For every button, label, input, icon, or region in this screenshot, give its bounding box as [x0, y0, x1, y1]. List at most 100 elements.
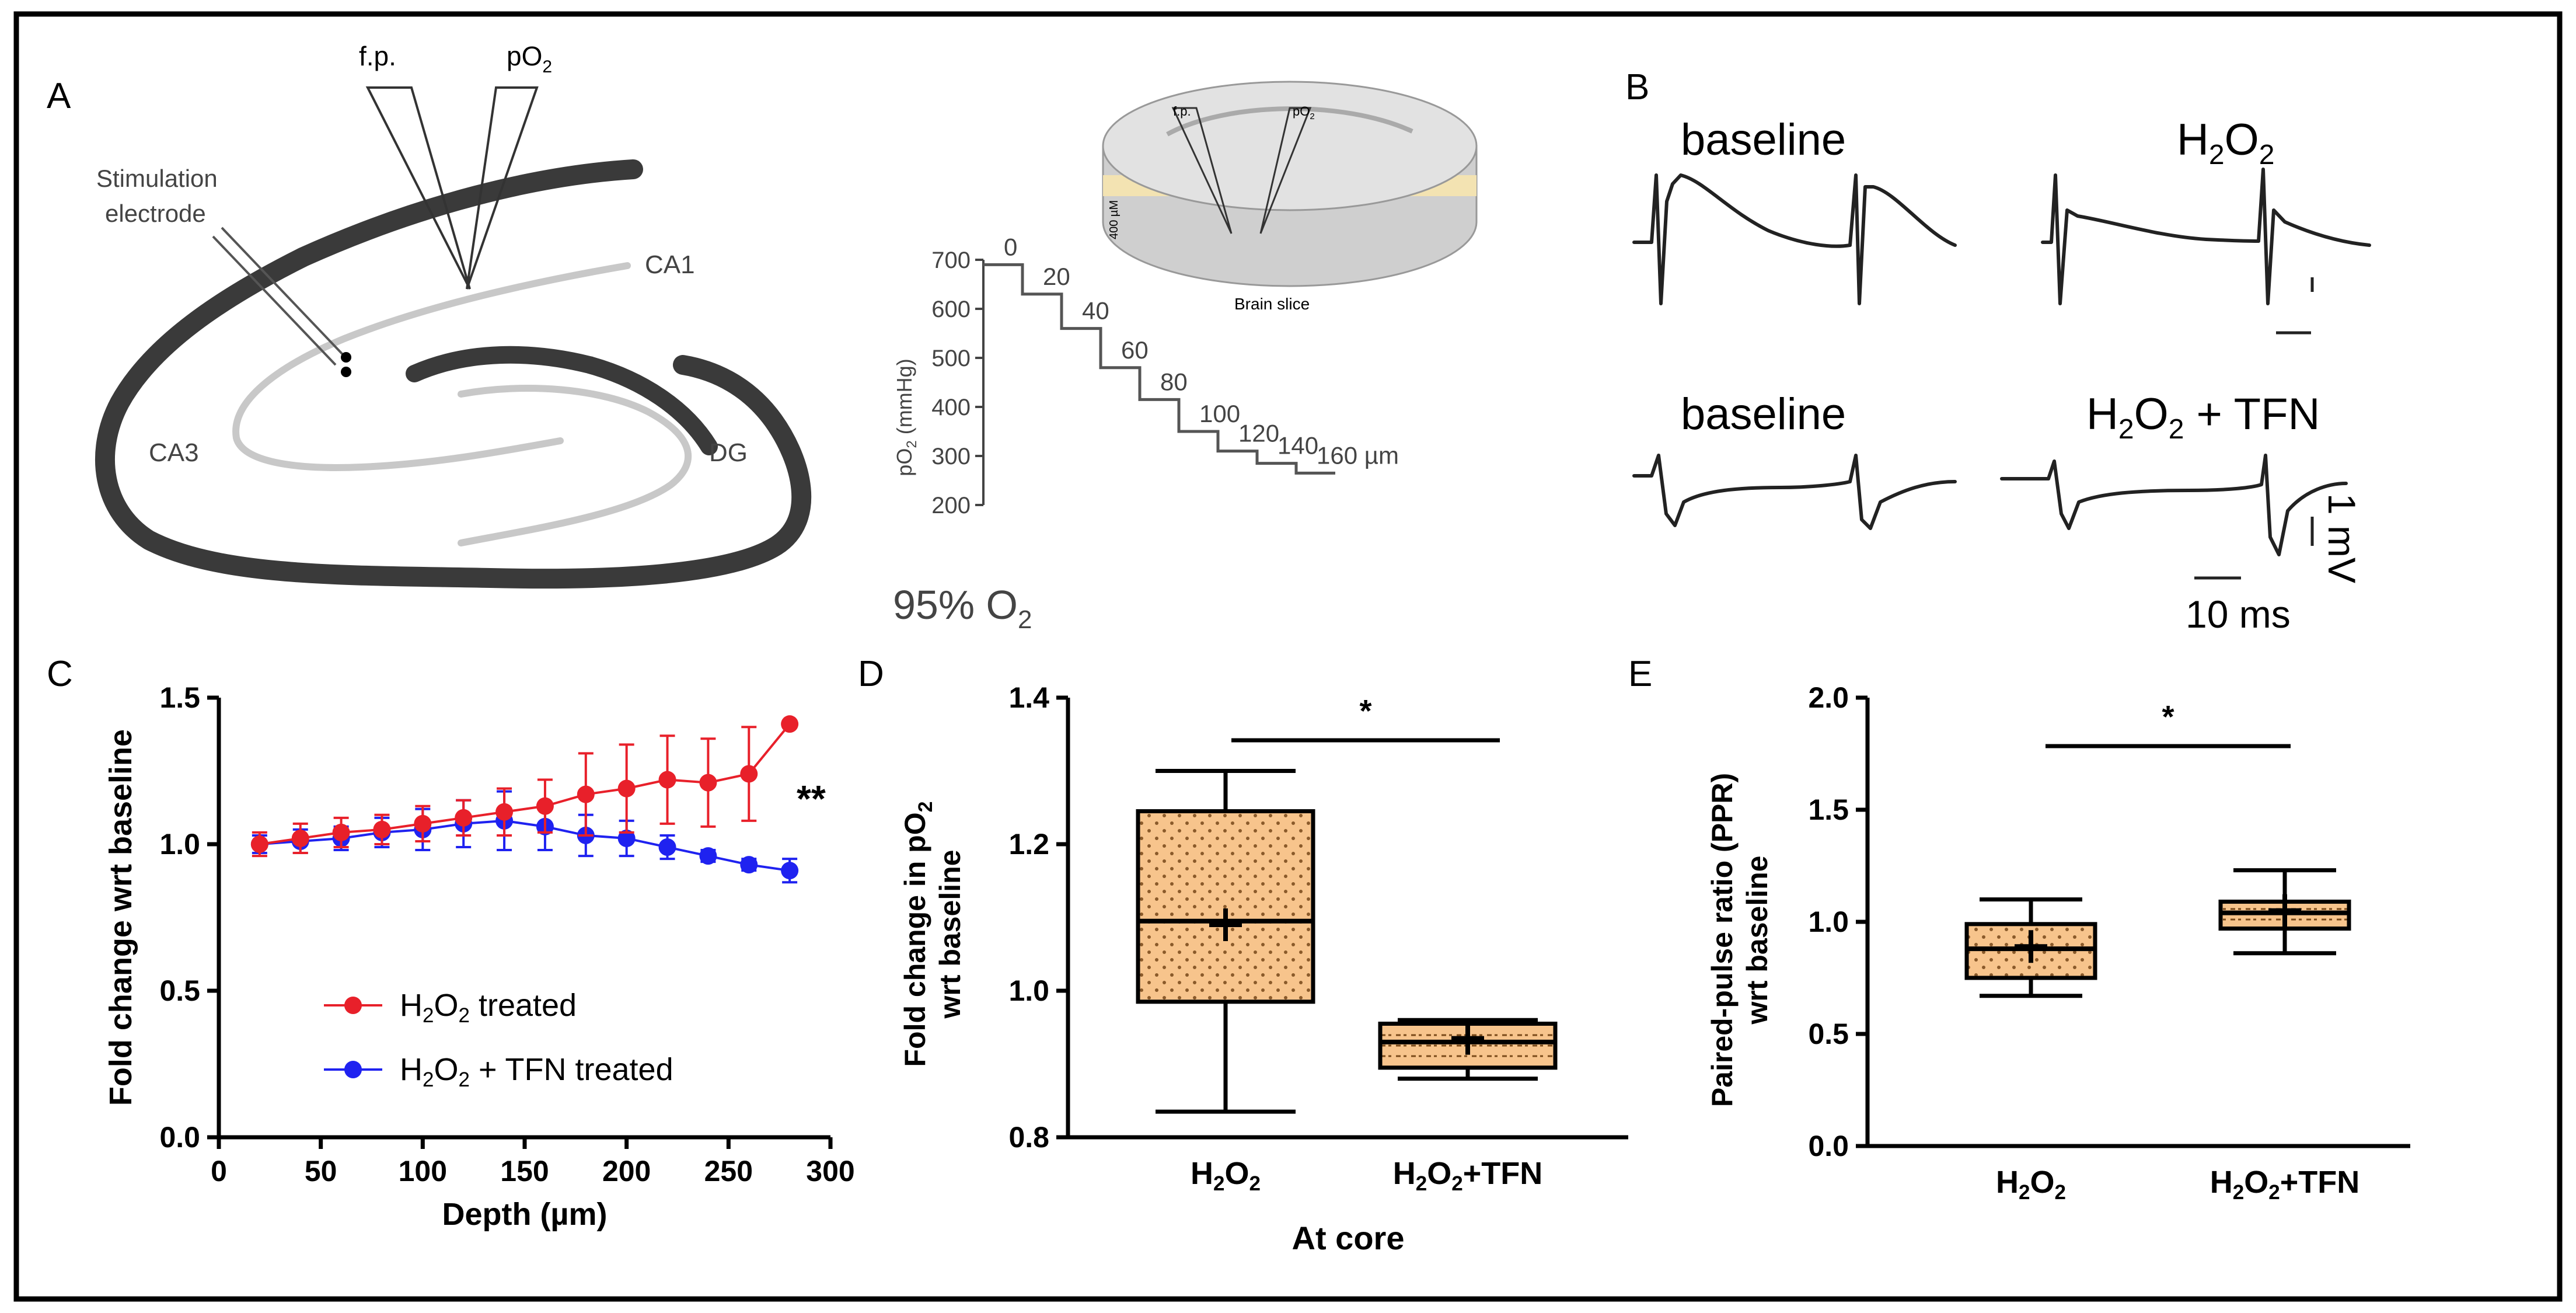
inset-po2-electrode: [1259, 107, 1312, 234]
po2-depth-label: 160 µm: [1317, 441, 1399, 469]
d-x-tick-label-h2o2-tfn: H2O2+TFN: [1393, 1156, 1542, 1195]
c-x-tick-label: 50: [305, 1155, 337, 1187]
c-point-tfn: [617, 829, 636, 847]
trace-baseline-bottom: [1632, 454, 1957, 530]
scale-ms-label: 10 ms: [2186, 593, 2291, 636]
c-point-h2o2: [781, 715, 799, 733]
d-y-tick-label: 1.0: [1008, 974, 1049, 1007]
d-y-tick-label: 1.4: [1008, 681, 1049, 714]
c-x-tick-label: 200: [602, 1155, 651, 1187]
e-y-tick-label: 0.0: [1808, 1130, 1849, 1162]
po2-y-axis-label: pO2 (mmHg): [892, 358, 920, 476]
stim-electrode-wire-2: [212, 235, 337, 366]
c-point-h2o2: [373, 820, 391, 838]
e-x-tick-label-h2o2-tfn: H2O2+TFN: [2210, 1165, 2359, 1204]
baseline-top-label: baseline: [1681, 115, 1846, 165]
scale-mv-label: 1 mV: [2320, 493, 2364, 583]
c-point-h2o2: [495, 803, 514, 821]
po2-depth-label: 20: [1043, 263, 1070, 290]
panel-b-letter: B: [1625, 67, 1649, 107]
e-y-tick-label: 2.0: [1808, 681, 1849, 714]
e-x-tick-label-h2o2: H2O2: [1996, 1165, 2066, 1204]
po2-y-tick-label: 700: [931, 248, 971, 273]
panel-b: B baseline H2O2 baseline H2O2 + TFN 1 mV…: [1625, 67, 2371, 636]
c-point-h2o2: [536, 797, 554, 815]
c-point-h2o2: [332, 823, 350, 841]
figure-border: [13, 11, 2563, 1302]
stim-electrode-wire-1: [221, 227, 345, 357]
fp-electrode: [365, 86, 471, 290]
panel-a: A f.p. pO2 Stimulation electrode CA1 CA3…: [47, 41, 1478, 634]
dentate-gyrus-layer: [458, 385, 692, 546]
d-significance-star: *: [1359, 694, 1371, 729]
e-y-tick-label: 0.5: [1808, 1018, 1849, 1050]
c-point-tfn: [699, 847, 717, 865]
c-legend-marker-tfn: [344, 1061, 362, 1078]
stim-label-line1: Stimulation: [96, 165, 218, 192]
po2-depth-label: 100: [1199, 400, 1240, 427]
c-point-h2o2: [658, 771, 676, 789]
ca1-label: CA1: [645, 250, 695, 279]
trace-h2o2-tfn: [2000, 454, 2348, 556]
c-x-tick-label: 100: [399, 1155, 447, 1187]
c-point-h2o2: [414, 814, 432, 833]
e-y-axis-label: Paired-pulse ratio (PPR): [1706, 773, 1739, 1107]
panel-e-letter: E: [1628, 654, 1652, 694]
po2-electrode: [466, 86, 539, 290]
ca1-ca3-layer: [232, 262, 631, 471]
c-legend-label-h2o2: H2O2 treated: [400, 988, 577, 1027]
c-point-tfn: [781, 862, 799, 880]
e-y-axis-label-line2: wrt baseline: [1741, 856, 1774, 1025]
fp-label: f.p.: [359, 41, 396, 71]
dg-label: DG: [709, 438, 748, 467]
d-x-tick-label-h2o2: H2O2: [1191, 1156, 1261, 1195]
po2-depth-label: 120: [1238, 420, 1279, 447]
po2-y-tick-label: 200: [931, 493, 971, 518]
po2-label: pO2: [507, 41, 552, 76]
c-x-tick-label: 0: [211, 1155, 227, 1187]
po2-y-axis: 200 300 400 500 600 700: [931, 248, 985, 518]
po2-y-tick-label: 500: [931, 346, 971, 371]
ca3-label: CA3: [149, 438, 199, 467]
po2-depth-label: 60: [1121, 336, 1149, 364]
c-y-tick-label: 0.0: [159, 1121, 200, 1154]
inset-po2-label: pO2: [1293, 104, 1315, 121]
e-significance-star: *: [2162, 699, 2174, 734]
c-point-h2o2: [577, 785, 595, 803]
d-y-axis-label-line2: wrt baseline: [934, 850, 966, 1019]
d-y-axis-label: Fold change in pO2: [899, 801, 937, 1067]
d-x-axis-label: At core: [1292, 1220, 1405, 1256]
hippocampus-dentate-outline: [406, 346, 718, 455]
c-point-h2o2: [455, 809, 473, 827]
c-point-tfn: [658, 838, 676, 856]
c-y-tick-label: 1.5: [159, 681, 200, 714]
inset-fp-label: f.p.: [1173, 104, 1191, 119]
c-point-h2o2: [699, 774, 717, 792]
d-boxplot: 0.8 1.0 1.2 1.4 H2O2 H2O2+TFN *: [1008, 681, 1628, 1195]
h2o2-tfn-label: H2O2 + TFN: [2086, 389, 2320, 445]
c-point-h2o2: [250, 835, 268, 853]
d-y-tick-label: 1.2: [1008, 828, 1049, 861]
stim-electrode-tip-1: [341, 352, 351, 363]
c-y-tick-label: 1.0: [159, 828, 200, 861]
panel-d-letter: D: [858, 654, 884, 694]
trace-h2o2-top: [2041, 168, 2371, 305]
inset-fp-electrode: [1171, 107, 1233, 234]
inset-thickness-label: 400 µM: [1108, 200, 1121, 239]
po2-depth-label: 140: [1277, 432, 1318, 459]
hippocampus-outer-outline: [95, 159, 812, 589]
c-significance: **: [797, 778, 826, 820]
c-x-tick-label: 300: [806, 1155, 854, 1187]
po2-depth-label: 80: [1160, 368, 1188, 395]
e-boxplot: 0.0 0.5 1.0 1.5 2.0 H2O2 H2O2+TFN *: [1808, 681, 2410, 1204]
po2-depth-label: 0: [1004, 233, 1017, 260]
depth-chart: 0.0 0.5 1.0 1.5 0 50 100 150 200 250 300 Depth (µm)…: [103, 681, 855, 1232]
h2o2-top-label: H2O2: [2177, 115, 2274, 170]
po2-y-tick-label: 400: [931, 395, 971, 420]
c-legend-marker-h2o2: [344, 997, 362, 1014]
brain-slice-inset: f.p. pO2 400 µM Brain slice: [1102, 81, 1478, 313]
c-x-tick-label: 250: [704, 1155, 753, 1187]
inset-caption: Brain slice: [1234, 295, 1310, 313]
